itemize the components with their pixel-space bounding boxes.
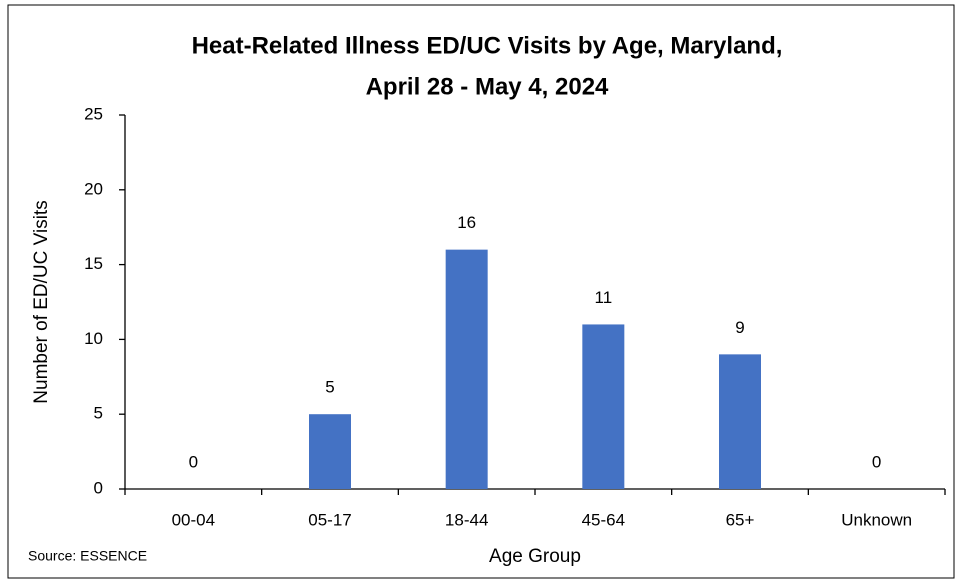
data-label: 16 (457, 213, 476, 232)
bar (309, 414, 351, 489)
x-tick-label: 00-04 (172, 510, 215, 529)
x-axis-label: Age Group (489, 546, 581, 567)
x-tick-label: 45-64 (582, 510, 625, 529)
y-tick-label: 20 (84, 179, 103, 198)
data-label: 9 (735, 318, 744, 337)
y-tick-label: 0 (94, 478, 103, 497)
chart-title: April 28 - May 4, 2024 (366, 73, 609, 100)
x-tick-label: 18-44 (445, 510, 488, 529)
y-tick-label: 25 (84, 104, 103, 123)
data-label: 11 (595, 288, 613, 307)
bar (445, 249, 488, 489)
x-tick-label: 65+ (726, 510, 755, 529)
data-label: 0 (872, 452, 881, 471)
data-label: 0 (189, 452, 198, 471)
y-tick-label: 10 (84, 329, 103, 348)
y-tick-label: 5 (94, 404, 103, 423)
data-label: 5 (325, 378, 334, 397)
bar (582, 324, 625, 489)
x-tick-label: 05-17 (308, 510, 351, 529)
chart-title: Heat-Related Illness ED/UC Visits by Age… (192, 32, 783, 59)
source-note: Source: ESSENCE (28, 548, 147, 564)
y-tick-label: 15 (84, 254, 103, 273)
y-axis-label: Number of ED/UC Visits (31, 200, 52, 403)
bar (719, 354, 761, 489)
x-tick-label: Unknown (841, 510, 912, 529)
